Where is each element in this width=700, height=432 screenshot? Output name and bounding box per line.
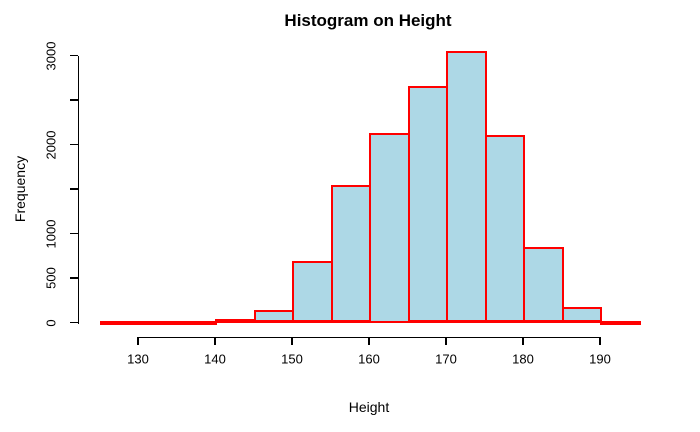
x-tick — [214, 336, 216, 345]
histogram-bar — [523, 247, 564, 323]
x-tick — [522, 336, 524, 345]
chart-title: Histogram on Height — [284, 11, 452, 30]
x-tick — [368, 336, 370, 345]
x-tick-label: 180 — [512, 351, 534, 367]
x-tick-label: 150 — [281, 351, 303, 367]
x-tick — [445, 336, 447, 345]
histogram-bar — [446, 51, 487, 323]
histogram-bar — [369, 133, 410, 323]
y-tick — [69, 188, 78, 190]
x-tick — [137, 336, 139, 345]
y-tick — [69, 277, 78, 279]
y-tick-label: 3000 — [43, 41, 59, 70]
x-axis-title: Height — [348, 399, 390, 415]
y-axis-line — [77, 55, 79, 324]
y-tick — [69, 232, 78, 235]
x-tick-label: 130 — [127, 351, 149, 367]
x-tick-label: 140 — [204, 351, 226, 367]
y-axis-title: Frequency — [12, 155, 28, 223]
y-tick — [69, 54, 78, 57]
x-tick-label: 160 — [358, 351, 380, 367]
y-tick — [69, 99, 78, 101]
x-tick-label: 170 — [435, 351, 457, 367]
histogram-bar — [292, 260, 333, 323]
x-tick-label: 190 — [589, 351, 611, 367]
x-tick — [291, 336, 293, 345]
y-tick — [69, 321, 78, 324]
y-tick-label: 1000 — [43, 219, 59, 248]
histogram-baseline — [99, 320, 641, 323]
histogram-bar — [407, 85, 448, 323]
y-tick-label: 2000 — [43, 130, 59, 159]
histogram-bar — [330, 185, 371, 323]
histogram-bar — [484, 135, 525, 323]
y-tick-label: 500 — [43, 267, 59, 289]
y-tick — [69, 143, 78, 146]
x-tick — [599, 336, 601, 345]
y-tick-label: 0 — [43, 318, 59, 327]
